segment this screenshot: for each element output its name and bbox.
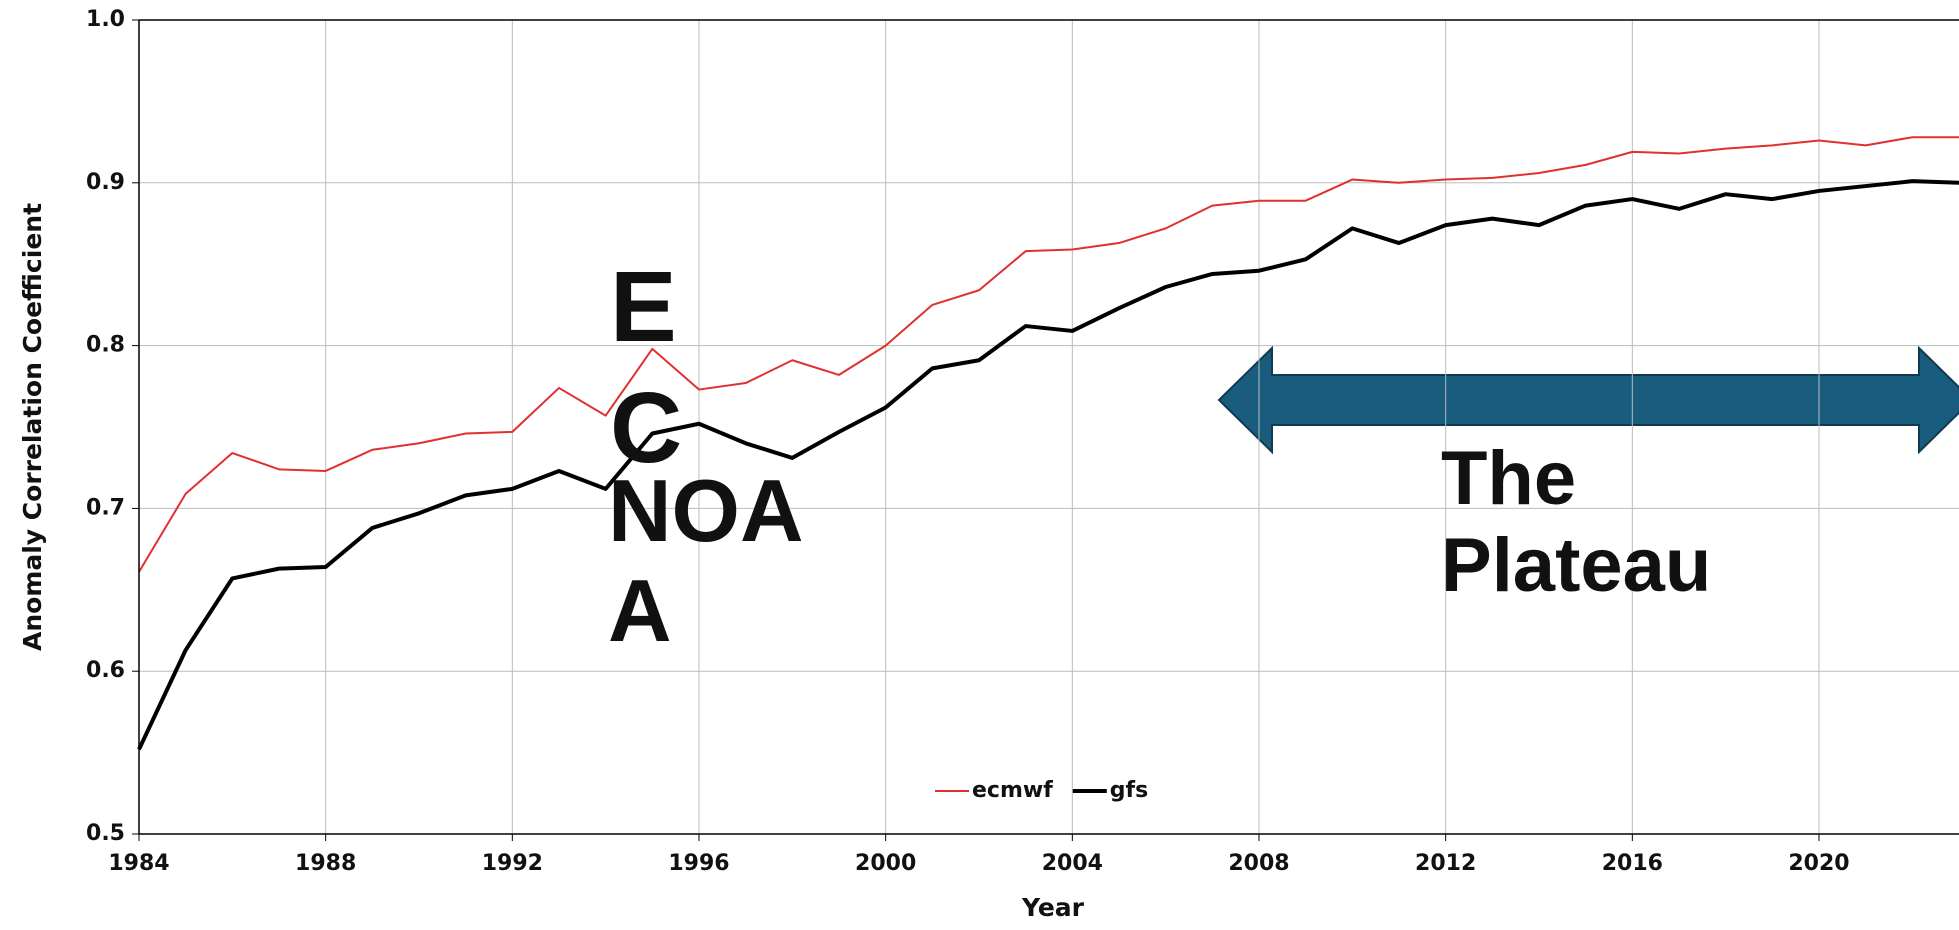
marks (137, 136, 1959, 751)
x-tick-label: 1992 (482, 851, 543, 876)
annotation: E (610, 251, 677, 363)
annotation: Plateau (1441, 523, 1711, 608)
x-tick-label: 2004 (1042, 851, 1103, 876)
grid (138, 19, 1959, 835)
legend-label: ecmwf (972, 778, 1053, 803)
annotation: The (1441, 436, 1576, 521)
x-tick-label: 2016 (1602, 851, 1663, 876)
annotation: C (610, 372, 682, 484)
x-tick-label: 1988 (295, 851, 356, 876)
annotation: A (608, 561, 672, 660)
line-series (138, 136, 1959, 573)
plateau-arrow (1217, 345, 1959, 455)
x-tick-label: 2012 (1415, 851, 1476, 876)
legend-label: gfs (1110, 778, 1148, 803)
x-tick-label: 2020 (1788, 851, 1849, 876)
x-tick-label: 2008 (1228, 851, 1289, 876)
x-axis-label: Year (1021, 893, 1085, 922)
x-tick-label: 1996 (668, 851, 729, 876)
x-tick-label: 1984 (108, 851, 169, 876)
x-tick-label: 2000 (855, 851, 916, 876)
line-series (137, 179, 1959, 751)
y-axis-label: Anomaly Correlation Coefficient (18, 203, 47, 651)
y-tick-label: 0.8 (86, 333, 125, 358)
y-tick-label: 0.6 (86, 658, 125, 683)
y-tick-label: 0.5 (86, 821, 125, 846)
y-tick-label: 1.0 (86, 7, 125, 32)
y-tick-label: 0.9 (86, 170, 125, 195)
y-tick-label: 0.7 (86, 495, 125, 520)
annotation: NOA (608, 461, 804, 560)
